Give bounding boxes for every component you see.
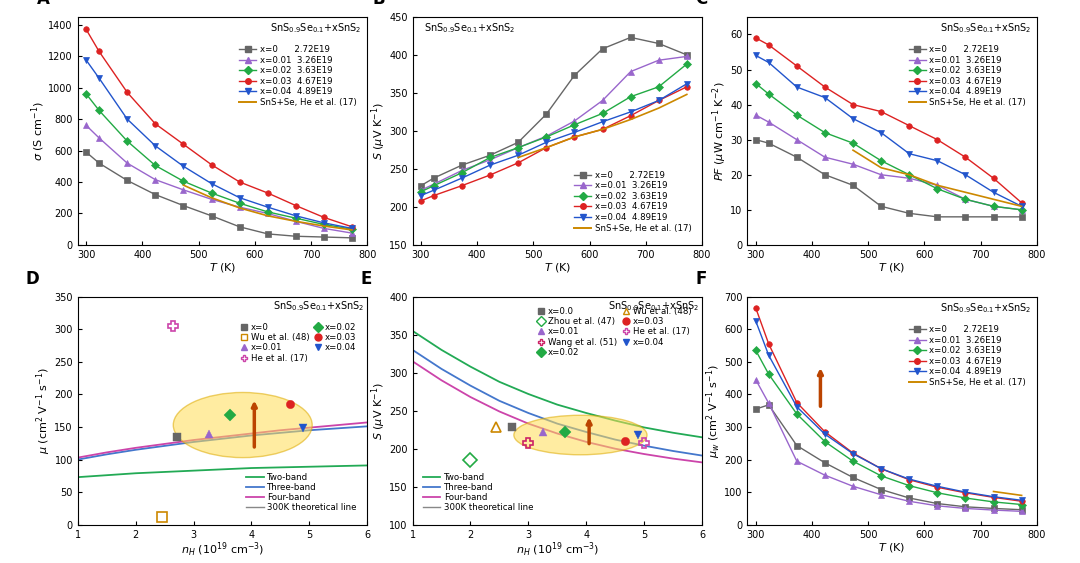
Y-axis label: $\mu$ (cm$^{2}$ V$^{-1}$ s$^{-1}$): $\mu$ (cm$^{2}$ V$^{-1}$ s$^{-1}$) <box>35 367 53 454</box>
Ellipse shape <box>514 415 647 455</box>
Text: E: E <box>361 270 372 288</box>
Y-axis label: $S$ ($\mu$V K$^{-1}$): $S$ ($\mu$V K$^{-1}$) <box>369 102 388 160</box>
Y-axis label: $PF$ ($\mu$W cm$^{-1}$ K$^{-2}$): $PF$ ($\mu$W cm$^{-1}$ K$^{-2}$) <box>711 81 729 181</box>
Legend: x=0      2.72E19, x=0.01  3.26E19, x=0.02  3.63E19, x=0.03  4.67E19, x=0.04  4.8: x=0 2.72E19, x=0.01 3.26E19, x=0.02 3.63… <box>235 42 360 110</box>
Text: SnS$_{0.9}$Se$_{0.1}$+xSnS$_{2}$: SnS$_{0.9}$Se$_{0.1}$+xSnS$_{2}$ <box>940 301 1031 315</box>
Text: C: C <box>696 0 707 8</box>
Legend: x=0      2.72E19, x=0.01  3.26E19, x=0.02  3.63E19, x=0.03  4.67E19, x=0.04  4.8: x=0 2.72E19, x=0.01 3.26E19, x=0.02 3.63… <box>905 321 1029 390</box>
Legend: x=0      2.72E19, x=0.01  3.26E19, x=0.02  3.63E19, x=0.03  4.67E19, x=0.04  4.8: x=0 2.72E19, x=0.01 3.26E19, x=0.02 3.63… <box>905 42 1029 110</box>
X-axis label: $T$ (K): $T$ (K) <box>878 541 906 554</box>
Text: SnS$_{0.9}$Se$_{0.1}$+xSnS$_{2}$: SnS$_{0.9}$Se$_{0.1}$+xSnS$_{2}$ <box>608 299 699 313</box>
X-axis label: $T$ (K): $T$ (K) <box>208 261 237 274</box>
X-axis label: $n_H$ ($10^{19}$ cm$^{-3}$): $n_H$ ($10^{19}$ cm$^{-3}$) <box>515 541 599 559</box>
Legend: Two-band, Three-band, Four-band, 300K theoretical line: Two-band, Three-band, Four-band, 300K th… <box>243 469 360 516</box>
Text: SnS$_{0.9}$Se$_{0.1}$+xSnS$_{2}$: SnS$_{0.9}$Se$_{0.1}$+xSnS$_{2}$ <box>270 21 362 35</box>
Text: SnS$_{0.9}$Se$_{0.1}$+xSnS$_{2}$: SnS$_{0.9}$Se$_{0.1}$+xSnS$_{2}$ <box>424 21 515 35</box>
X-axis label: $n_H$ ($10^{19}$ cm$^{-3}$): $n_H$ ($10^{19}$ cm$^{-3}$) <box>180 541 265 559</box>
Legend: Two-band, Three-band, Four-band, 300K theoretical line: Two-band, Three-band, Four-band, 300K th… <box>420 469 537 516</box>
Legend: x=0      2.72E19, x=0.01  3.26E19, x=0.02  3.63E19, x=0.03  4.67E19, x=0.04  4.8: x=0 2.72E19, x=0.01 3.26E19, x=0.02 3.63… <box>570 167 694 236</box>
Text: A: A <box>37 0 50 8</box>
Y-axis label: $S$ ($\mu$V K$^{-1}$): $S$ ($\mu$V K$^{-1}$) <box>369 382 388 440</box>
X-axis label: $T$ (K): $T$ (K) <box>543 261 571 274</box>
Y-axis label: $\mu_w$ (cm$^{2}$ V$^{-1}$ s$^{-1}$): $\mu_w$ (cm$^{2}$ V$^{-1}$ s$^{-1}$) <box>704 364 723 458</box>
Text: SnS$_{0.9}$Se$_{0.1}$+xSnS$_{2}$: SnS$_{0.9}$Se$_{0.1}$+xSnS$_{2}$ <box>273 299 364 313</box>
Text: SnS$_{0.9}$Se$_{0.1}$+xSnS$_{2}$: SnS$_{0.9}$Se$_{0.1}$+xSnS$_{2}$ <box>940 21 1031 35</box>
Y-axis label: $\sigma$ (S cm$^{-1}$): $\sigma$ (S cm$^{-1}$) <box>29 101 46 161</box>
X-axis label: $T$ (K): $T$ (K) <box>878 261 906 274</box>
Ellipse shape <box>173 392 312 458</box>
Text: F: F <box>696 270 706 288</box>
Text: D: D <box>26 270 39 288</box>
Text: B: B <box>372 0 384 8</box>
